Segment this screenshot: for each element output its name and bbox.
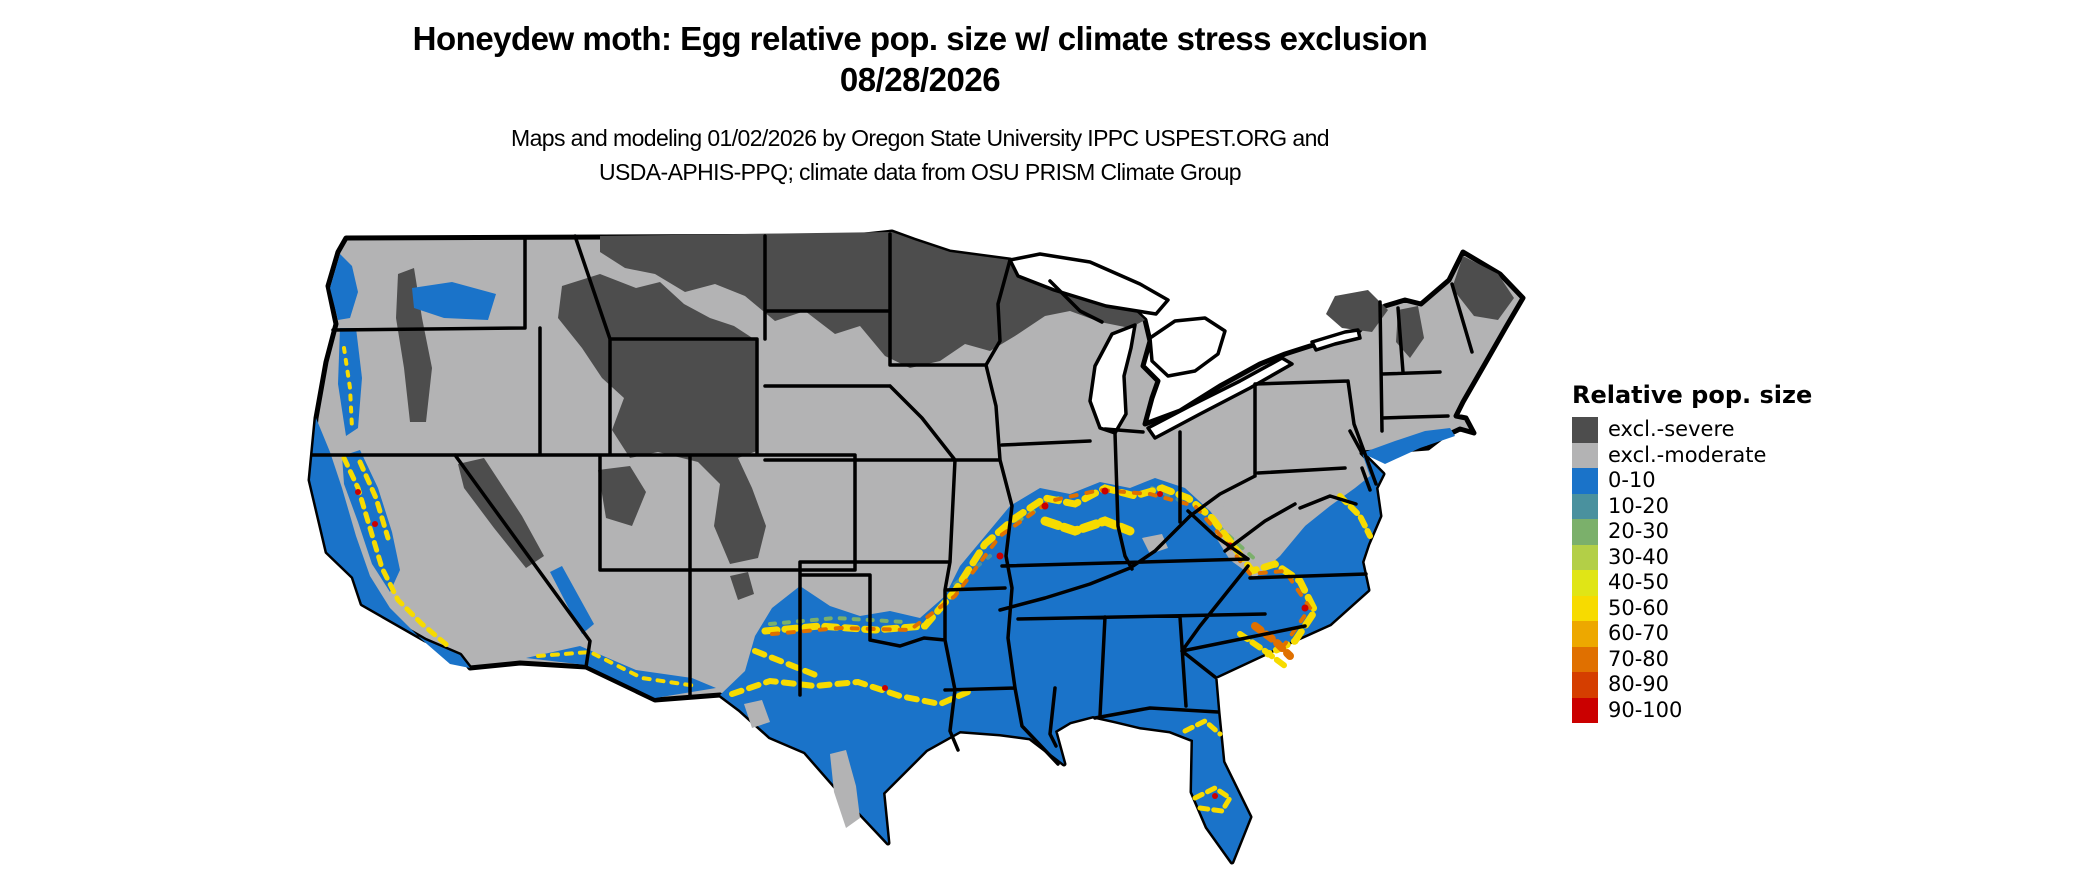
blue-puget-sound [330, 254, 358, 320]
legend-swatch [1572, 468, 1598, 494]
great-lakes [1008, 252, 1362, 440]
legend-row: 0-10 [1572, 468, 1832, 494]
blue-south-region [720, 453, 1383, 862]
legend-swatch [1572, 544, 1598, 570]
attribution-line-2: USDA-APHIS-PPQ; climate data from OSU PR… [599, 159, 1242, 185]
red-dot [1041, 502, 1049, 510]
legend-row: 90-100 [1572, 697, 1832, 723]
pop-50-60-bands [341, 346, 1373, 814]
red-dot [882, 685, 888, 691]
legend-label: 0-10 [1608, 468, 1656, 492]
legend-row: 50-60 [1572, 595, 1832, 621]
red-dot [1157, 491, 1163, 497]
gray-s-texas-pocket [830, 750, 860, 828]
legend-label: 50-60 [1608, 595, 1670, 620]
yellow-oregon-coast [342, 346, 354, 430]
legend-row: excl.-severe [1572, 417, 1832, 443]
legend-row: 30-40 [1572, 544, 1832, 570]
yellow-texas-band [729, 648, 971, 708]
red-dot [996, 552, 1004, 560]
map-title: Honeydew moth: Egg relative pop. size w/… [320, 18, 1520, 100]
legend-row: 40-50 [1572, 570, 1832, 596]
lake-superior [1008, 252, 1170, 316]
pop-90-100-dots [355, 487, 1309, 799]
legend-label: 60-70 [1608, 621, 1670, 645]
title-line-1: Honeydew moth: Egg relative pop. size w/… [412, 20, 1428, 57]
lake-huron [1148, 316, 1227, 378]
severe-co-nm-dot [730, 572, 754, 600]
legend-row: 20-30 [1572, 519, 1832, 545]
legend-row: 80-90 [1572, 672, 1832, 698]
pop-0-10-region [310, 254, 1455, 862]
blue-ct-li-coast [1362, 428, 1455, 464]
blue-california-coast [310, 418, 470, 668]
lake-ontario [1310, 328, 1362, 352]
legend-swatch [1572, 646, 1598, 672]
legend-label: 20-30 [1608, 519, 1670, 543]
severe-cascades-blob [396, 268, 432, 422]
legend-label: 30-40 [1608, 544, 1670, 569]
map-attribution: Maps and modeling 01/02/2026 by Oregon S… [320, 121, 1520, 189]
legend-swatch [1572, 672, 1598, 698]
pop-70-80-bands [770, 487, 1313, 660]
red-dot [1301, 604, 1309, 612]
yellow-arizona-border [536, 649, 698, 688]
moderate-pockets [744, 466, 1320, 828]
legend-swatch [1572, 697, 1598, 723]
blue-az-nm-border [526, 646, 716, 698]
orange-carolina-cluster [1251, 622, 1294, 660]
severe-adirondacks-blob [1326, 290, 1388, 332]
legend-label: 40-50 [1608, 570, 1670, 594]
severe-utah-blob [598, 466, 646, 526]
legend-label: excl.-moderate [1608, 442, 1767, 467]
legend-swatch [1572, 417, 1598, 443]
gray-appalachia-wedge [1215, 466, 1320, 578]
legend-row: 70-80 [1572, 646, 1832, 672]
gray-kentucky-pocket [1142, 534, 1168, 554]
legend-label: 70-80 [1608, 646, 1670, 671]
legend-swatch [1572, 493, 1598, 519]
legend-label: 90-100 [1608, 697, 1683, 722]
red-dot [1212, 793, 1218, 799]
yellow-florida [1182, 718, 1234, 814]
gray-transpecos-pocket [744, 700, 770, 728]
us-map [300, 226, 1545, 890]
legend-title: Relative pop. size [1572, 381, 1813, 409]
red-dot [1101, 487, 1109, 495]
state-boundaries [310, 232, 1474, 766]
legend-swatch [1572, 595, 1598, 621]
red-dot [372, 521, 378, 527]
legend-swatch [1572, 570, 1598, 596]
lake-erie [1146, 356, 1294, 440]
legend-label: 10-20 [1608, 493, 1670, 518]
legend-row: 60-70 [1572, 621, 1832, 647]
severe-maine-blob [1452, 256, 1514, 320]
legend-items: excl.-severe excl.-moderate 0-10 10-20 2… [1572, 417, 1832, 723]
red-dot [355, 489, 361, 495]
title-date: 08/28/2026 [839, 61, 1001, 98]
us-map-svg [307, 229, 1526, 865]
legend-label: excl.-severe [1608, 417, 1735, 441]
blue-s-nevada [550, 566, 594, 634]
severe-nh-vt-blob [1396, 306, 1424, 358]
yellow-california-ring [341, 455, 451, 649]
legend-row: 10-20 [1572, 493, 1832, 519]
legend-label: 80-90 [1608, 672, 1670, 696]
legend-swatch [1572, 519, 1598, 545]
legend: Relative pop. size excl.-severe excl.-mo… [1572, 382, 1832, 723]
legend-row: excl.-moderate [1572, 442, 1832, 468]
severe-sierra-blob [458, 458, 544, 568]
legend-swatch [1572, 442, 1598, 468]
attribution-line-1: Maps and modeling 01/02/2026 by Oregon S… [511, 125, 1330, 151]
blue-columbia-basin [412, 282, 496, 320]
orange-main-arc [770, 487, 1313, 646]
legend-swatch [1572, 621, 1598, 647]
